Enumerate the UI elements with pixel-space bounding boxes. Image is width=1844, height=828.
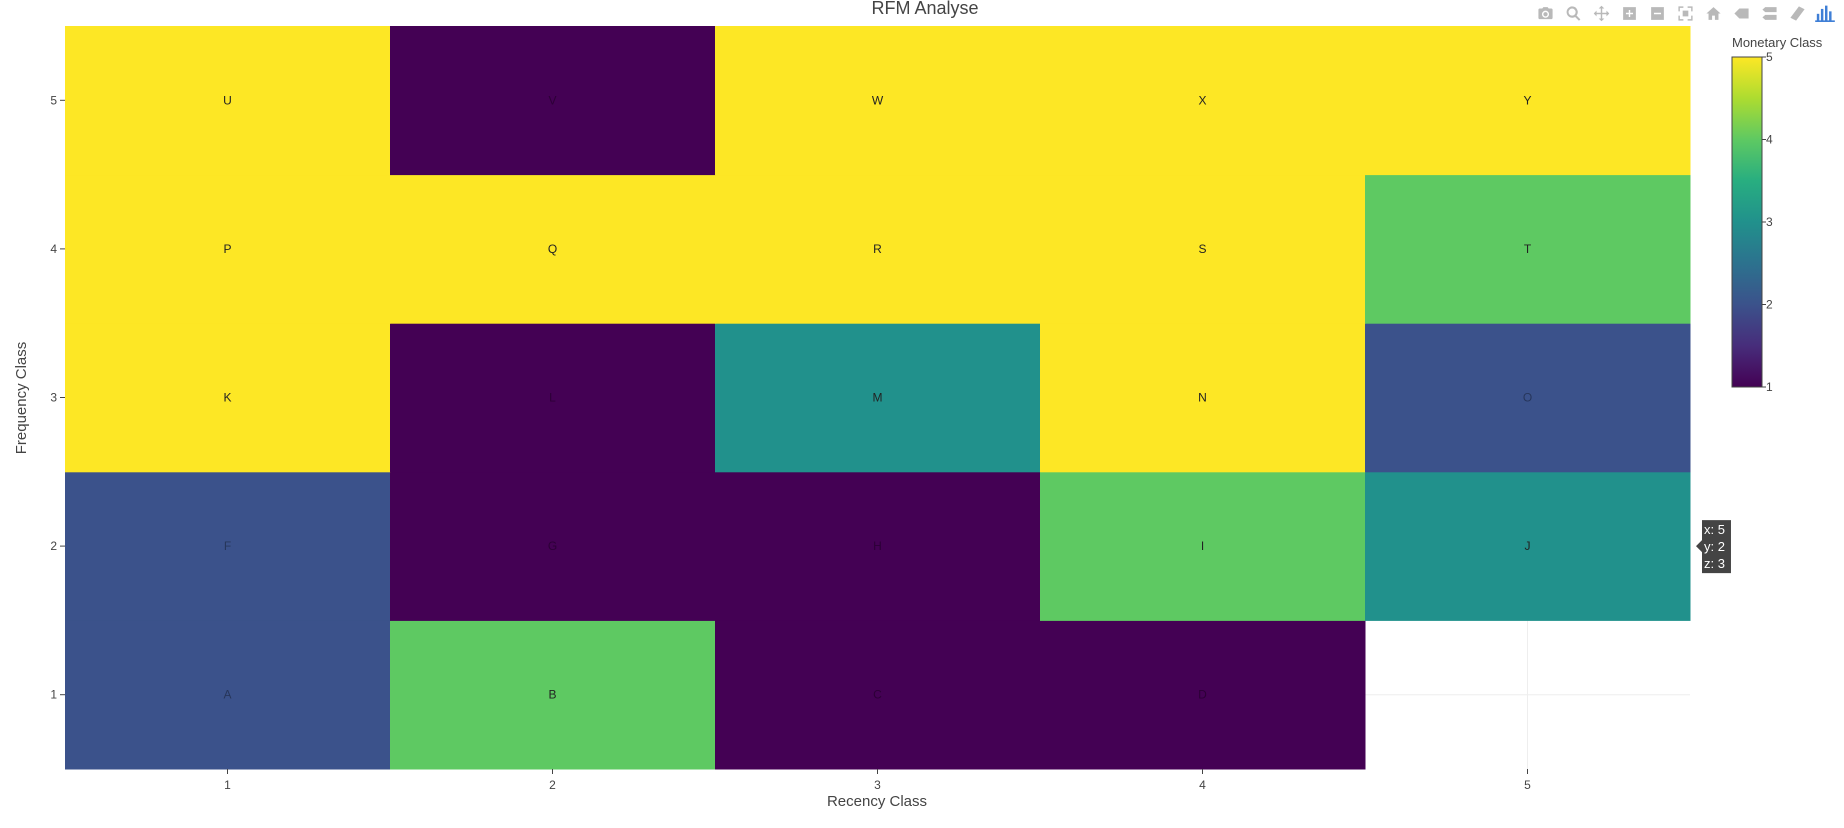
colorbar-ticks: 1 2 3 4 5 [1762,50,1773,394]
heatmap-cell[interactable] [1040,174,1366,324]
y-tick-label: 4 [50,242,57,256]
x-axis-title: Recency Class [827,793,927,810]
heatmap-cell[interactable] [390,620,716,770]
heatmap-cell[interactable] [390,174,716,324]
plotly-logo-icon[interactable] [1814,2,1836,24]
y-tick-label: 1 [50,688,57,702]
hover-closest-icon[interactable] [1730,2,1752,24]
colorbar-tick-label: 1 [1766,380,1773,394]
heatmap-cell[interactable] [1365,323,1691,473]
cell-label: S [1198,242,1206,256]
cell-label: I [1201,539,1204,553]
heatmap-cell[interactable] [1365,174,1691,324]
zoom-icon[interactable] [1562,2,1584,24]
hover-line: y: 2 [1704,539,1725,554]
modebar [1534,2,1836,24]
cell-label: D [1198,688,1207,702]
cell-label: O [1523,391,1532,405]
x-axis-ticks: 1 2 3 4 5 [224,769,1531,792]
cell-label: L [549,391,556,405]
y-axis-title: Frequency Class [13,342,30,455]
zoom-out-icon[interactable] [1646,2,1668,24]
colorbar-tick-label: 5 [1766,50,1773,64]
x-tick-label: 2 [549,778,556,792]
y-tick-label: 5 [50,93,57,107]
home-icon[interactable] [1702,2,1724,24]
heatmap-cell[interactable] [390,323,716,473]
cell-label: G [548,539,557,553]
cell-label: X [1198,93,1206,107]
heatmap-cell[interactable] [65,620,391,770]
cell-label: A [223,688,231,702]
heatmap-cell[interactable] [1040,471,1366,621]
heatmap-cell[interactable] [390,26,716,176]
heatmap-cell[interactable] [1365,471,1691,621]
heatmap-cell[interactable] [715,174,1041,324]
x-tick-label: 1 [224,778,231,792]
cell-label: Y [1523,93,1531,107]
zoom-in-icon[interactable] [1618,2,1640,24]
heatmap-cell[interactable] [390,471,716,621]
heatmap-cell[interactable] [65,174,391,324]
heatmap-cell[interactable] [715,323,1041,473]
hover-line: z: 3 [1704,556,1725,571]
colorbar-title: Monetary Class [1732,35,1823,50]
colorbar-tick-label: 2 [1766,298,1773,312]
cell-label: V [548,93,556,107]
pan-icon[interactable] [1590,2,1612,24]
hover-compare-icon[interactable] [1758,2,1780,24]
heatmap-cell[interactable] [1040,323,1366,473]
heatmap-cell[interactable] [65,323,391,473]
chart-title: RFM Analyse [871,0,978,18]
cell-label: H [873,539,882,553]
spike-lines-icon[interactable] [1786,2,1808,24]
hover-line: x: 5 [1704,522,1725,537]
colorbar-tick-label: 4 [1766,133,1773,147]
x-tick-label: 4 [1199,778,1206,792]
x-tick-label: 3 [874,778,881,792]
heatmap-cell[interactable] [1040,26,1366,176]
colorbar-gradient [1731,56,1763,388]
cell-label: P [223,242,231,256]
cell-label: F [224,539,231,553]
heatmap-cells[interactable] [65,26,1691,770]
heatmap-cell[interactable] [1365,26,1691,176]
colorbar-tick-label: 3 [1766,215,1773,229]
cell-label: T [1524,242,1532,256]
hover-box [1696,520,1731,574]
heatmap-cell[interactable] [715,471,1041,621]
y-tick-label: 2 [50,539,57,553]
cell-label: K [223,391,231,405]
hover-tooltip: x: 5 y: 2 z: 3 [1696,520,1731,574]
heatmap-cell[interactable] [65,471,391,621]
x-tick-label: 5 [1524,778,1531,792]
cell-label: B [548,688,556,702]
heatmap-cell[interactable] [715,26,1041,176]
camera-icon[interactable] [1534,2,1556,24]
cell-label: W [872,93,884,107]
y-axis-ticks: 1 2 3 4 5 [50,93,65,702]
autoscale-icon[interactable] [1674,2,1696,24]
cell-label: M [873,391,883,405]
cell-label: U [223,93,232,107]
heatmap-cell[interactable] [65,26,391,176]
y-tick-label: 3 [50,391,57,405]
heatmap-cell[interactable] [715,620,1041,770]
cell-label: R [873,242,882,256]
cell-label: Q [548,242,557,256]
colorbar: Monetary Class [1731,35,1823,388]
heatmap-cell-labels: A B C D F G H I J K L M N O P Q R S T U V W X Y [223,93,1532,701]
cell-label: N [1198,391,1207,405]
heatmap-cell[interactable] [1040,620,1366,770]
cell-label: J [1525,539,1531,553]
cell-label: C [873,688,882,702]
